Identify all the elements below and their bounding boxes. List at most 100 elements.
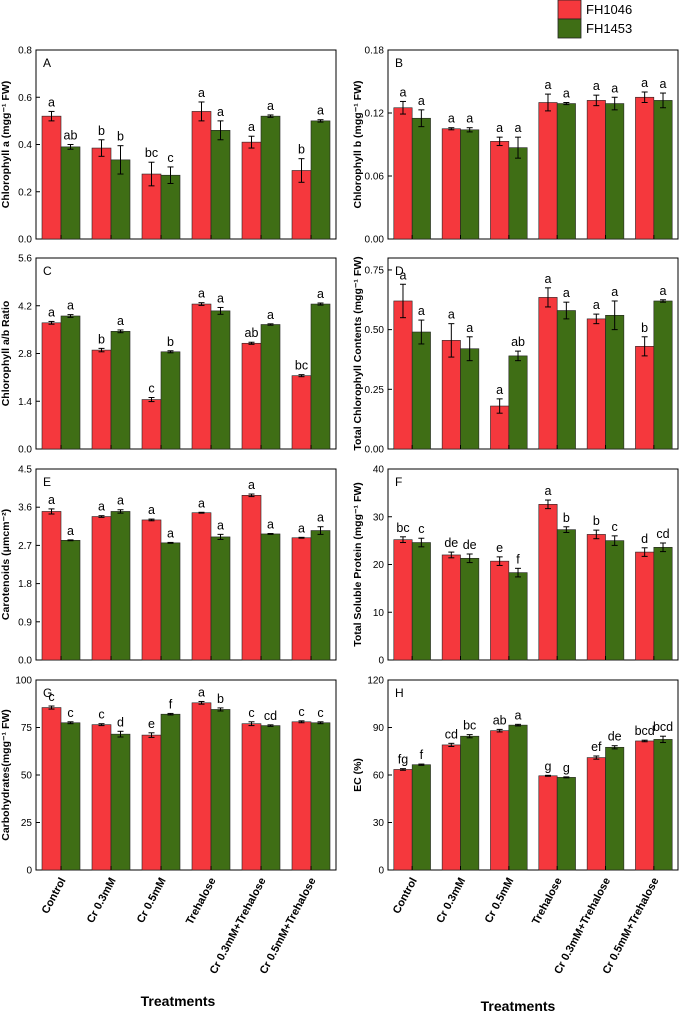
error-bar-g-1-3 <box>217 707 224 712</box>
error-bar-g-1-5 <box>317 721 324 725</box>
error-bar-f-1-2 <box>515 567 522 578</box>
y-tick-label-h-0: 0 <box>378 866 384 877</box>
x-category-label-h-0: Control <box>391 876 420 916</box>
bar-c-fh1046-trehalose <box>191 303 212 450</box>
y-axis-title-e: Carotenoids (μmcm⁻²) <box>0 509 12 620</box>
bar-h-fh1046-cr-0-3mm <box>441 744 461 871</box>
bar-f-fh1453-cr-0-3mm-trehalose <box>605 540 625 661</box>
legend-swatch-fh1046 <box>557 0 582 20</box>
y-axis-title-b: Chlorophyll b (mgg⁻¹ FW) <box>352 80 364 208</box>
bar-b-fh1453-cr-0-3mm-trehalose <box>605 103 625 240</box>
significance-letter-g-1-2: f <box>169 697 173 711</box>
significance-letter-d-0-3: a <box>545 272 552 286</box>
panel-letter-box-h <box>392 684 405 700</box>
significance-letter-a-0-4: a <box>248 120 255 134</box>
significance-letter-a-1-4: a <box>267 99 274 113</box>
x-category-label-g-2: Cr 0.5mM <box>135 876 169 925</box>
bar-f-fh1046-cr-0-3mm <box>441 554 461 661</box>
bar-a-fh1046-cr-0-3mm <box>91 147 112 240</box>
y-tick-label-c-4: 5.6 <box>18 254 32 265</box>
y-tick-label-h-4: 120 <box>367 676 384 687</box>
error-bar-b-1-5 <box>660 92 667 109</box>
bar-h-fh1453-cr-0-3mm <box>460 735 480 871</box>
bar-d-fh1453-cr-0-3mm <box>460 348 480 450</box>
panel-letter-d: D <box>395 264 404 278</box>
bar-h-fh1453-cr-0-3mm-trehalose <box>605 746 625 871</box>
significance-letter-f-0-3: a <box>545 484 552 498</box>
error-bar-a-1-2 <box>167 166 174 184</box>
panel-letter-box-e <box>40 473 53 489</box>
legend: FH1046 FH1453 <box>557 0 632 39</box>
bar-g-fh1453-control <box>60 722 81 871</box>
y-tick-label-f-2: 20 <box>373 560 385 571</box>
significance-letter-h-1-4: de <box>608 730 622 744</box>
panel-letter-f: F <box>395 475 402 489</box>
y-tick-label-g-0: 0 <box>26 866 32 877</box>
bar-b-fh1046-cr-0-3mm <box>441 128 461 240</box>
bar-e-fh1453-cr-0-3mm <box>110 511 131 661</box>
x-category-label-h-4: Cr 0.3mM+Trehalose <box>552 876 613 976</box>
bar-b-fh1453-control <box>411 117 431 240</box>
error-bar-f-1-1 <box>466 553 473 564</box>
bar-c-fh1046-cr-0-3mm <box>91 349 112 450</box>
bar-c-fh1453-cr-0-5mm <box>160 351 181 450</box>
significance-letter-g-0-1: c <box>98 708 104 722</box>
significance-letter-c-0-4: ab <box>245 326 259 340</box>
error-bar-c-0-2 <box>148 396 155 403</box>
y-tick-label-d-1: 0.25 <box>365 385 385 396</box>
plot-frame-e <box>35 468 337 661</box>
error-bar-e-0-2 <box>148 518 155 522</box>
significance-letter-g-0-2: e <box>148 717 155 731</box>
y-tick-label-b-3: 0.18 <box>365 46 385 57</box>
error-bar-g-1-4 <box>267 724 274 727</box>
error-bar-b-1-2 <box>515 136 522 159</box>
significance-letter-d-0-2: a <box>496 383 503 397</box>
legend-swatch-fh1453 <box>557 18 582 39</box>
significance-letter-e-0-2: a <box>148 503 155 517</box>
significance-letter-c-1-4: a <box>267 308 274 322</box>
panel-b: 0.00 0.06 0.12 0.18 Chlorophyll b (mgg⁻¹ FW)… <box>352 46 679 246</box>
significance-letter-e-0-3: a <box>198 496 205 510</box>
significance-letter-a-0-2: bc <box>145 146 158 160</box>
bar-g-fh1046-cr-0-5mm-trehalose <box>291 721 312 871</box>
panel-letter-a: A <box>43 56 51 70</box>
error-bar-g-0-5 <box>298 720 305 724</box>
bar-b-fh1453-cr-0-5mm <box>508 147 528 240</box>
significance-letter-a-0-3: a <box>198 86 205 100</box>
significance-letter-h-0-2: ab <box>493 713 507 727</box>
significance-letter-e-1-1: a <box>117 494 124 508</box>
error-bar-b-1-4 <box>611 96 618 111</box>
error-bar-g-0-3 <box>198 700 205 705</box>
bar-c-fh1046-cr-0-3mm-trehalose <box>241 342 262 450</box>
error-bar-b-1-1 <box>466 127 473 133</box>
y-tick-label-e-1: 0.9 <box>18 617 32 628</box>
significance-letter-a-1-1: b <box>117 130 124 144</box>
significance-letter-a-1-5: a <box>317 104 324 118</box>
bar-e-fh1046-control <box>41 511 62 661</box>
error-bar-d-1-3 <box>563 301 570 320</box>
significance-letter-f-0-1: de <box>444 536 458 550</box>
error-bar-c-1-1 <box>117 329 124 334</box>
error-bar-a-1-3 <box>217 120 224 141</box>
y-tick-label-e-3: 2.7 <box>18 541 32 552</box>
significance-letter-h-0-5: bcd <box>635 724 655 738</box>
significance-letter-g-1-0: c <box>67 706 73 720</box>
x-category-label-g-5: Cr 0.5mM+Trehalose <box>258 876 319 976</box>
error-bar-e-1-0 <box>67 539 74 542</box>
significance-letter-e-1-4: a <box>267 518 274 532</box>
y-axis-title-d: Total Chlorophyll Contents (mgg⁻¹ FW) <box>352 256 364 450</box>
error-bar-a-0-1 <box>98 139 105 157</box>
significance-letter-g-1-1: d <box>117 715 124 729</box>
y-tick-label-f-0: 0 <box>378 656 384 667</box>
bar-h-fh1453-control <box>411 764 431 871</box>
y-tick-label-c-2: 2.8 <box>18 349 32 360</box>
bar-d-fh1046-trehalose <box>538 297 558 450</box>
y-tick-label-c-3: 4.2 <box>18 301 32 312</box>
bar-b-fh1046-control <box>393 107 413 240</box>
error-bar-h-1-0 <box>418 763 425 766</box>
error-bar-e-1-5 <box>317 526 324 535</box>
bar-d-fh1453-cr-0-5mm <box>508 355 528 450</box>
